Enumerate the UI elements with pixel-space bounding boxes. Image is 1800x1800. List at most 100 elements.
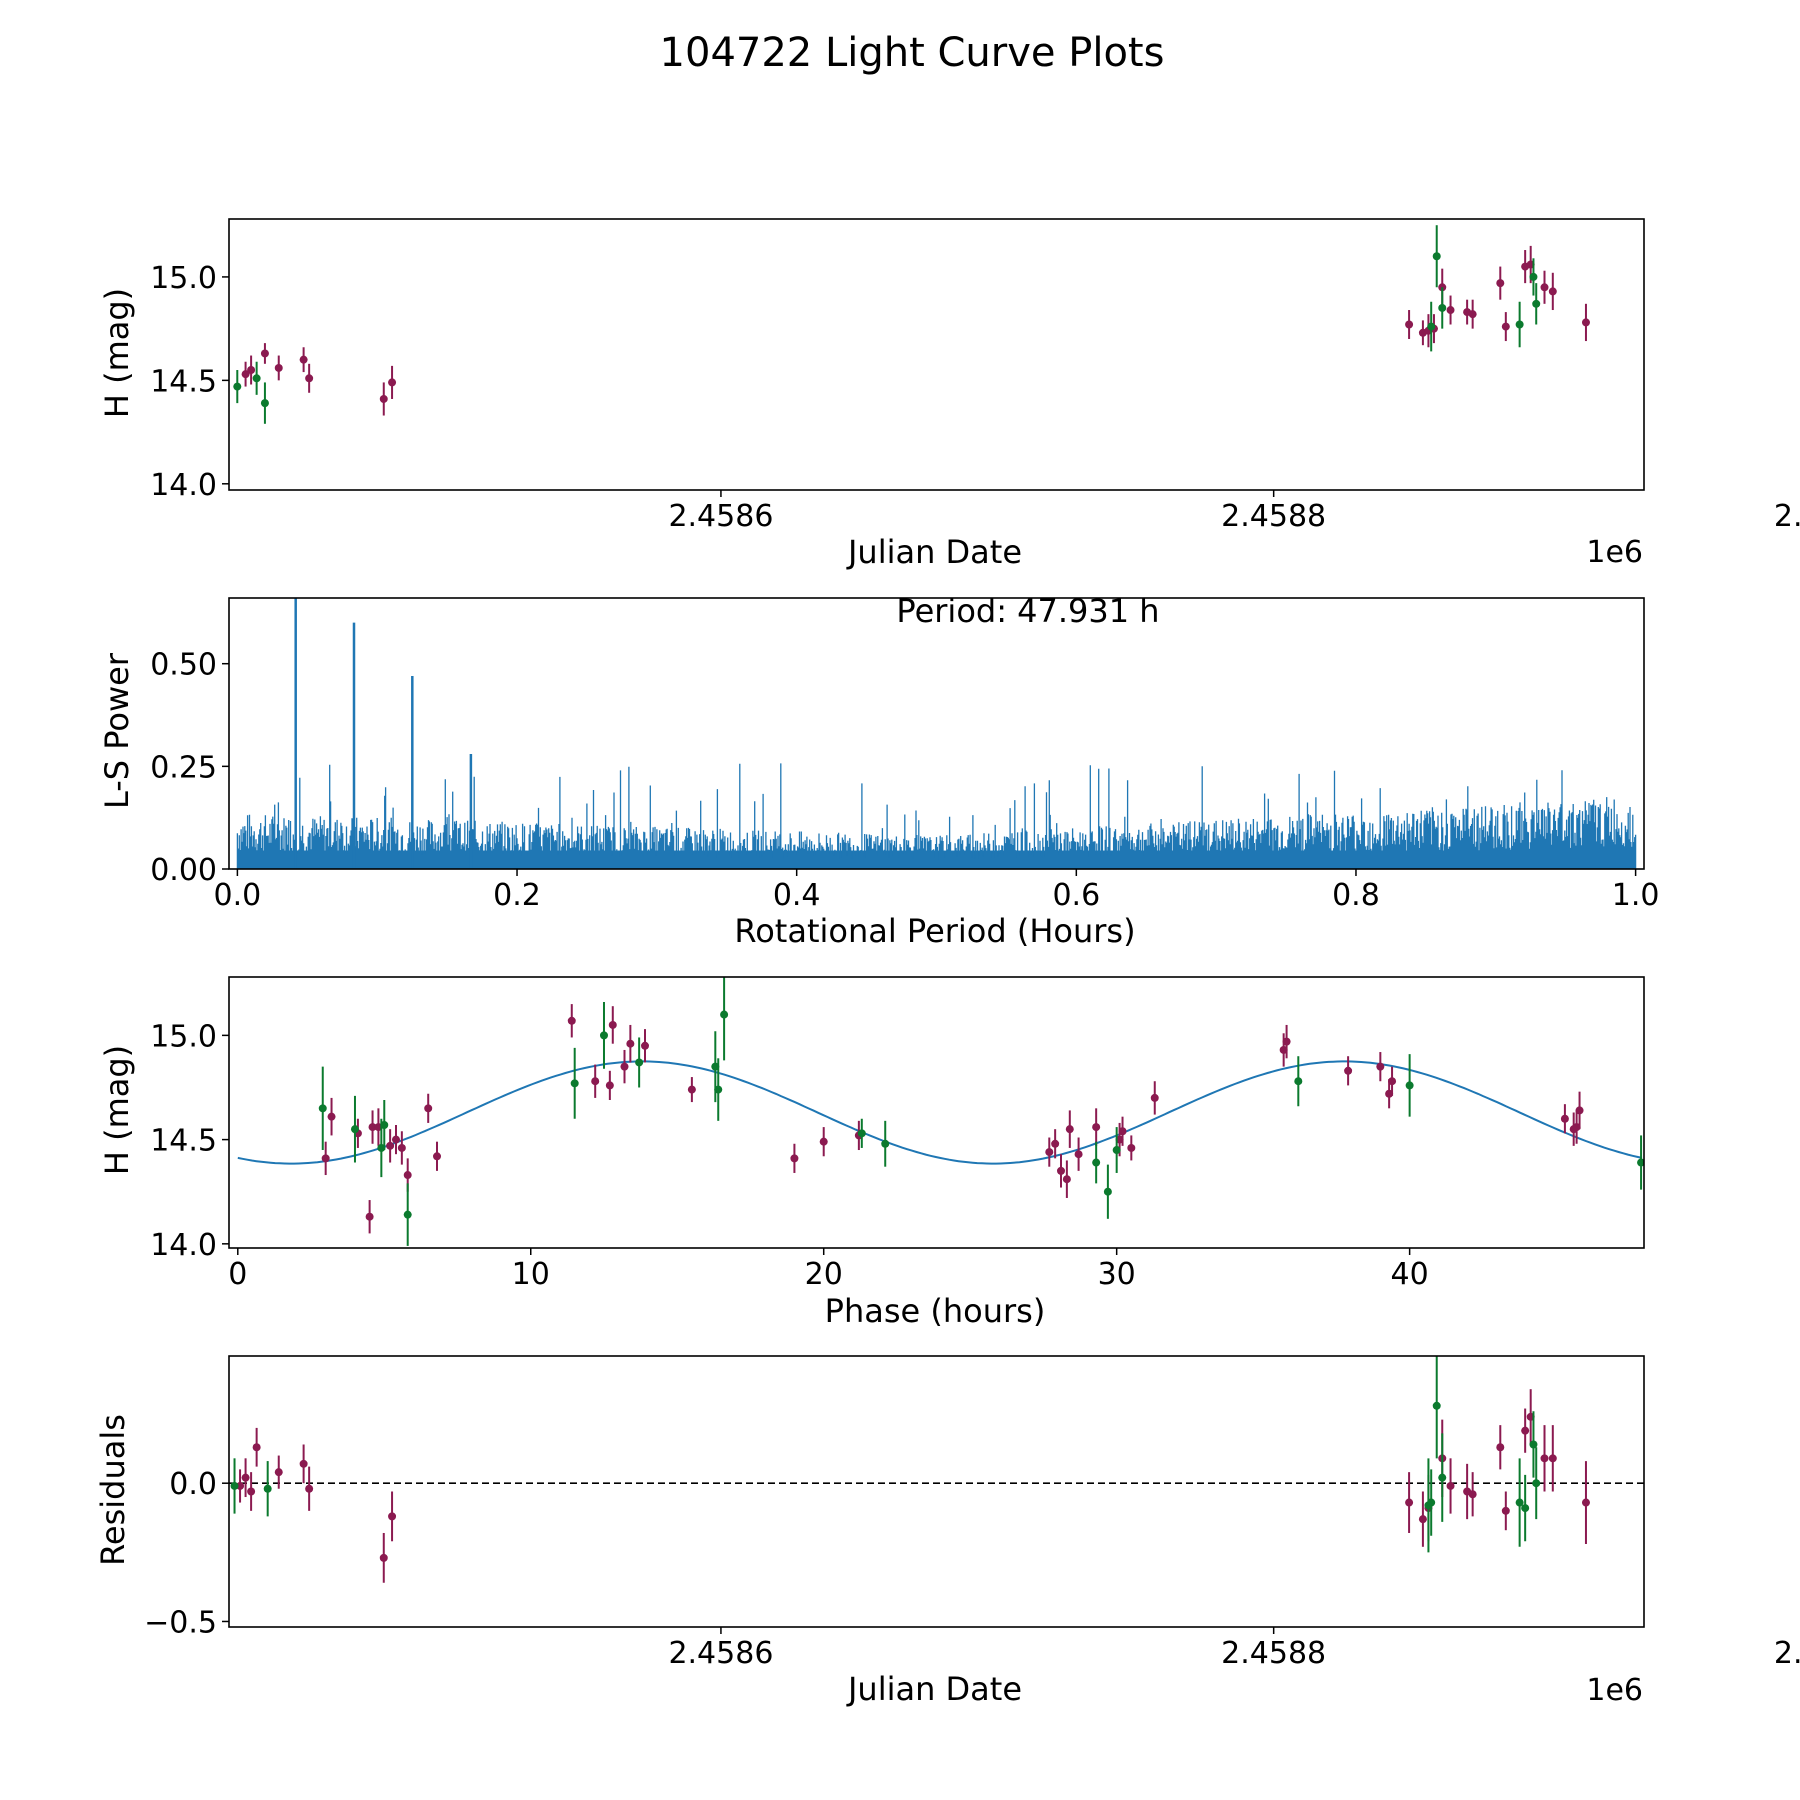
y-tick-label: −0.5: [144, 1605, 217, 1640]
data-point: [1532, 299, 1541, 308]
data-point: [433, 1152, 442, 1161]
phase-ylabel: H (mag): [98, 1045, 136, 1175]
x-tick-label: 2.4588: [1221, 1636, 1326, 1671]
data-point: [1468, 1490, 1477, 1499]
power-series-line: [236, 763, 1637, 869]
lightcurve-ylabel: H (mag): [98, 288, 136, 418]
data-point: [1112, 1146, 1121, 1155]
x-tick-label: 0.4: [773, 878, 821, 913]
data-point: [388, 378, 397, 387]
residuals-xlabel: Julian Date: [846, 1670, 1022, 1708]
data-point: [1062, 1175, 1071, 1184]
data-point: [620, 1062, 629, 1071]
data-point: [379, 394, 388, 403]
residuals-axes-frame: [228, 1355, 1645, 1628]
x-tick-label: 2.4586: [668, 1636, 773, 1671]
data-point: [424, 1104, 433, 1113]
data-point: [1548, 1454, 1557, 1463]
data-point: [1515, 320, 1524, 329]
data-point: [274, 1468, 283, 1477]
data-point: [1532, 1479, 1541, 1488]
data-point: [1432, 1401, 1441, 1410]
data-point: [350, 1125, 359, 1134]
lightcurve-axes-frame: [228, 218, 1645, 491]
data-point: [1540, 1454, 1549, 1463]
phase-axes-frame: [228, 976, 1645, 1249]
data-point: [1051, 1139, 1060, 1148]
phase-panel: H (mag) Phase (hours) 0 10 20 30 40 14.0 14.5 1…: [98, 976, 1645, 1330]
x-tick-label: 1.0: [1612, 878, 1660, 913]
data-point: [1092, 1123, 1101, 1132]
data-point: [299, 1459, 308, 1468]
data-point: [626, 1039, 635, 1048]
data-point: [1438, 1473, 1447, 1482]
data-point: [1529, 272, 1538, 281]
residuals-panel: Residuals Julian Date 1e6 2.4586 2.4588 2.…: [94, 1355, 1800, 1708]
data-point: [714, 1085, 723, 1094]
data-point: [1560, 1114, 1569, 1123]
data-point: [1515, 1498, 1524, 1507]
y-tick-label: 14.0: [150, 1228, 217, 1263]
data-point: [1581, 1498, 1590, 1507]
data-point: [241, 1473, 250, 1482]
data-point: [1432, 252, 1441, 261]
data-point: [1501, 322, 1510, 331]
data-point: [321, 1154, 330, 1163]
residuals-series-g: [230, 1356, 1541, 1553]
data-point: [1376, 1062, 1385, 1071]
data-point: [635, 1058, 644, 1067]
data-point: [388, 1512, 397, 1521]
y-tick-label: 14.5: [150, 1124, 217, 1159]
lightcurve-offset-label: 1e6: [1586, 535, 1643, 570]
periodogram-ylabel: L-S Power: [98, 652, 136, 809]
x-tick-label: 0.6: [1052, 878, 1100, 913]
y-tick-label: 14.5: [150, 364, 217, 399]
x-tick-label: 0: [228, 1257, 247, 1292]
lightcurve-series-g: [233, 225, 1541, 424]
residuals-offset-label: 1e6: [1586, 1673, 1643, 1708]
data-point: [570, 1079, 579, 1088]
residuals-plot-area: [229, 1356, 1644, 1583]
data-point: [1548, 287, 1557, 296]
data-point: [591, 1077, 600, 1086]
data-point: [318, 1104, 327, 1113]
data-point: [567, 1016, 576, 1025]
data-point: [1468, 310, 1477, 319]
phase-plot-area: [237, 977, 1644, 1246]
data-point: [386, 1141, 395, 1150]
data-point: [403, 1210, 412, 1219]
data-point: [1294, 1077, 1303, 1086]
x-tick-label: 0.0: [214, 878, 262, 913]
data-point: [1496, 1443, 1505, 1452]
x-tick-label: 40: [1391, 1257, 1429, 1292]
x-tick-label: 2.4586: [668, 499, 773, 534]
x-tick-label: 2.4590: [1774, 499, 1800, 534]
data-point: [1446, 306, 1455, 315]
data-point: [1057, 1166, 1066, 1175]
data-point: [819, 1137, 828, 1146]
data-point: [1418, 1515, 1427, 1524]
data-point: [1521, 1426, 1530, 1435]
data-point: [233, 382, 242, 391]
data-point: [881, 1139, 890, 1148]
data-point: [380, 1121, 389, 1130]
data-point: [299, 355, 308, 364]
data-point: [1427, 1498, 1436, 1507]
data-point: [608, 1020, 617, 1029]
x-tick-label: 2.4588: [1221, 499, 1326, 534]
x-tick-label: 0.8: [1332, 878, 1380, 913]
data-point: [1074, 1150, 1083, 1159]
data-point: [1446, 1481, 1455, 1490]
data-point: [1581, 318, 1590, 327]
x-tick-label: 0.2: [493, 878, 541, 913]
data-point: [305, 1484, 314, 1493]
data-point: [1496, 279, 1505, 288]
data-point: [260, 349, 269, 358]
data-point: [368, 1123, 377, 1132]
data-point: [605, 1081, 614, 1090]
y-tick-label: 0.0: [169, 1467, 217, 1502]
data-point: [1045, 1148, 1054, 1157]
data-point: [236, 1481, 245, 1490]
